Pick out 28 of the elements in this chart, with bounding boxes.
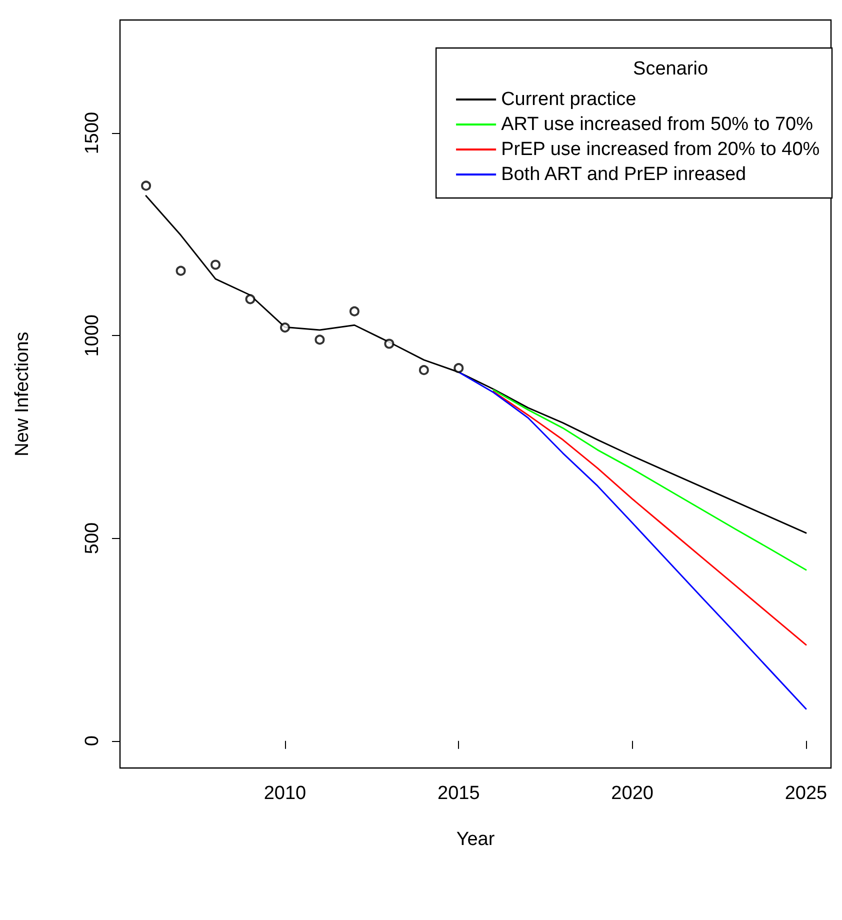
- x-tick-label: 2015: [438, 783, 480, 804]
- point: [314, 334, 325, 345]
- point: [176, 266, 186, 276]
- point: [384, 338, 394, 349]
- point: [280, 322, 290, 333]
- line-series: [492, 389, 807, 571]
- y-axis-title: New Infections: [12, 332, 33, 456]
- legend-title: Scenario: [633, 58, 708, 80]
- line-series: [145, 195, 807, 534]
- line-series: [492, 390, 807, 646]
- y-tick-label: 500: [82, 522, 103, 554]
- point: [245, 294, 256, 304]
- y-tick-label: 0: [82, 736, 103, 746]
- point: [349, 306, 360, 316]
- point: [210, 260, 221, 270]
- x-tick-label: 2020: [611, 783, 654, 804]
- legend-label: PrEP use increased from 20% to 40%: [501, 139, 820, 160]
- legend-label: Current practice: [501, 89, 636, 110]
- x-tick-label: 2010: [264, 783, 306, 804]
- point: [418, 365, 429, 376]
- y-tick-label: 1500: [82, 112, 103, 154]
- x-axis-title: Year: [456, 829, 496, 850]
- legend-label: ART use increased from 50% to 70%: [501, 114, 814, 135]
- x-tick-label: 2025: [784, 783, 828, 804]
- legend-label: Both ART and PrEP inreased: [501, 164, 746, 185]
- y-tick-label: 1000: [82, 314, 103, 357]
- point: [454, 363, 464, 374]
- point: [141, 180, 152, 191]
